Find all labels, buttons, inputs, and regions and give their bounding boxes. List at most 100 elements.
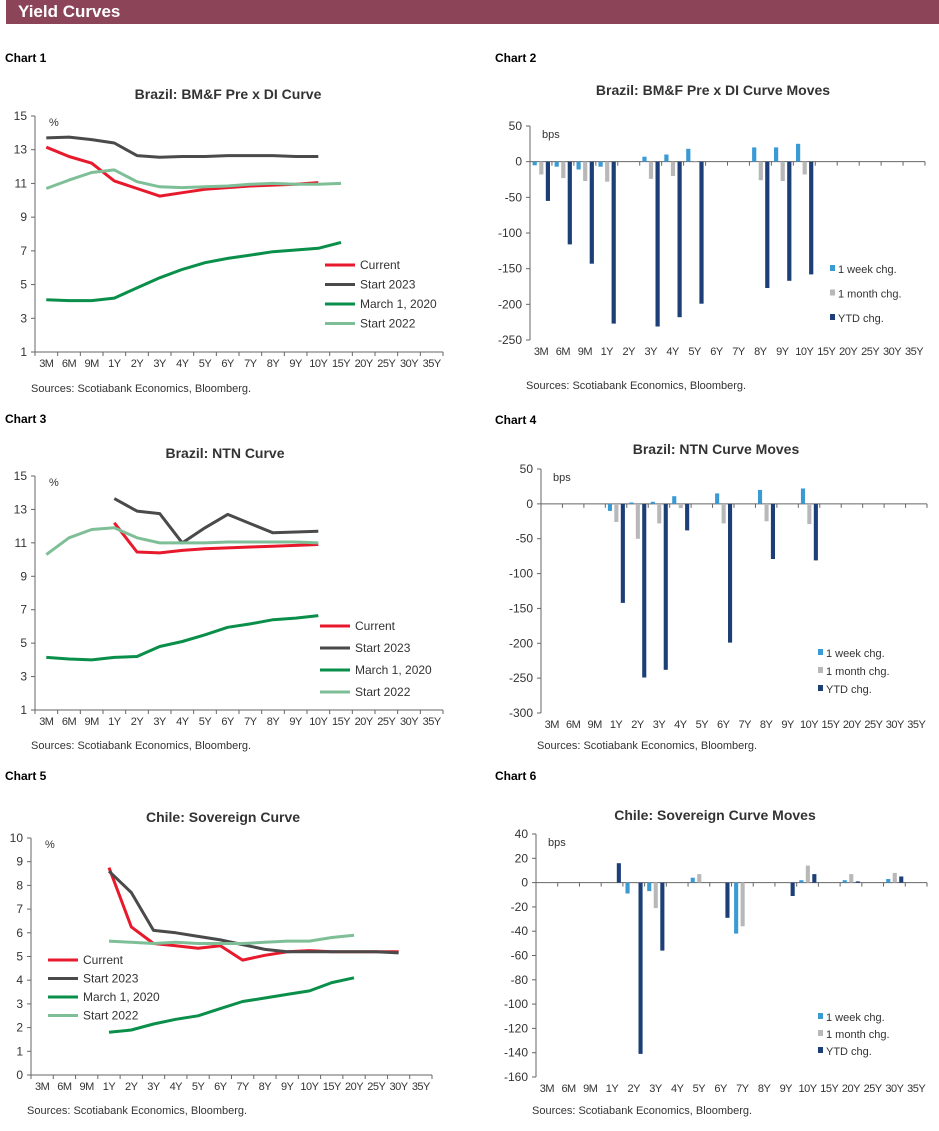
bar-9Y-1 [780,161,785,181]
chart-source: Sources: Scotiabank Economics, Bloomberg… [27,1105,247,1117]
series-line-2 [46,614,319,662]
x-tick-label: 1Y [108,716,122,728]
x-tick-label: 30Y [885,1083,904,1095]
bar-6Y-0 [715,493,720,504]
x-tick-label: 3Y [153,716,167,728]
x-tick-label: 15Y [820,1083,839,1095]
bar-9M-1 [583,161,588,181]
bar-5Y-0 [686,148,691,162]
x-tick-label: 9M [80,1081,95,1093]
y-tick-label: 11 [15,536,28,550]
legend-label: March 1, 2020 [355,663,432,677]
x-tick-label: 8Y [754,346,768,358]
x-tick-label: 9Y [781,719,795,731]
y-tick-label: 15 [14,109,28,123]
bar-6M-1 [561,161,566,179]
x-tick-label: 6Y [710,346,724,358]
y-tick-label: -50 [516,532,534,546]
x-tick-label: 4Y [674,719,688,731]
x-tick-label: 9Y [780,1083,794,1095]
chart-label: Chart 4 [495,413,537,427]
x-tick-label: 9M [583,1083,598,1095]
y-tick-label: 5 [20,278,27,292]
x-tick-label: 3M [39,716,54,728]
x-tick-label: 6M [57,1081,72,1093]
y-tick-label: -250 [498,333,522,347]
x-tick-label: 30Y [886,719,905,731]
x-tick-label: 8Y [267,716,281,728]
x-tick-label: 6M [62,358,77,370]
series-line-2 [46,240,342,303]
chart-label: Chart 5 [5,769,47,783]
x-tick-label: 15Y [323,1081,342,1093]
legend-swatch [830,314,835,320]
x-tick-label: 5Y [693,1083,707,1095]
series-line-2 [108,976,355,1034]
bar-4Y-1 [670,161,676,176]
bar-20Y-1 [849,874,854,883]
x-tick-label: 1Y [601,346,615,358]
y-tick-label: 13 [14,143,28,157]
bar-9Y-2 [787,161,792,281]
y-tick-label: 4 [16,973,23,987]
series-line-3 [45,168,342,190]
chart-source: Sources: Scotiabank Economics, Bloomberg… [537,740,757,752]
bar-2Y-0 [629,502,634,504]
y-tick-label: 50 [509,119,523,133]
x-tick-label: 9Y [281,1081,295,1093]
chart-source: Sources: Scotiabank Economics, Bloomberg… [526,380,746,392]
y-tick-label: 9 [20,569,27,583]
bar-1Y-0 [598,161,603,167]
bar-4Y-2 [677,161,682,318]
x-tick-label: 5Y [696,719,710,731]
legend-label: 1 week chg. [826,648,885,660]
x-tick-label: 5Y [192,1081,206,1093]
x-tick-label: 10Y [798,1083,817,1095]
x-tick-label: 2Y [623,346,637,358]
x-tick-label: 1Y [606,1083,620,1095]
y-tick-label: 3 [16,997,23,1011]
x-tick-label: 6Y [214,1081,228,1093]
x-tick-label: 4Y [176,716,190,728]
bar-5Y-0 [690,877,695,883]
bar-1Y-1 [605,161,610,182]
bar-4Y-0 [664,154,669,162]
bar-1Y-2 [620,503,625,603]
legend-swatch [818,667,823,673]
series-line-1 [113,497,319,545]
legend-label: Start 2022 [83,1009,139,1023]
x-tick-label: 7Y [244,358,258,370]
x-tick-label: 4Y [176,358,190,370]
bar-10Y-1 [802,161,807,175]
y-tick-label: 8 [16,878,23,892]
bar-10Y-2 [812,874,817,883]
x-tick-label: 6Y [717,719,731,731]
y-tick-label: 0 [521,876,528,890]
x-tick-label: 2Y [631,719,645,731]
x-tick-label: 8Y [267,358,281,370]
y-tick-label: -50 [505,190,523,204]
bar-30Y-1 [892,872,897,883]
bar-3Y-2 [660,882,665,951]
x-tick-label: 20Y [839,346,858,358]
legend-label: Start 2023 [355,641,411,655]
x-tick-label: 8Y [758,1083,772,1095]
x-tick-label: 35Y [907,719,926,731]
y-tick-label: 9 [16,855,23,869]
x-tick-label: 20Y [355,716,374,728]
x-tick-label: 2Y [628,1083,642,1095]
x-tick-label: 35Y [907,1083,926,1095]
bar-3M-2 [545,161,550,201]
bar-8Y-1 [758,161,763,181]
x-tick-label: 10Y [309,716,328,728]
y-tick-label: -20 [511,900,529,914]
legend-swatch [818,685,823,691]
x-tick-label: 5Y [688,346,702,358]
bar-4Y-2 [685,503,690,531]
y-tick-label: 0 [526,497,533,511]
bar-2Y-2 [638,882,643,1054]
x-tick-label: 3Y [153,358,167,370]
bar-20Y-0 [842,880,847,883]
bar-8Y-2 [765,161,770,288]
